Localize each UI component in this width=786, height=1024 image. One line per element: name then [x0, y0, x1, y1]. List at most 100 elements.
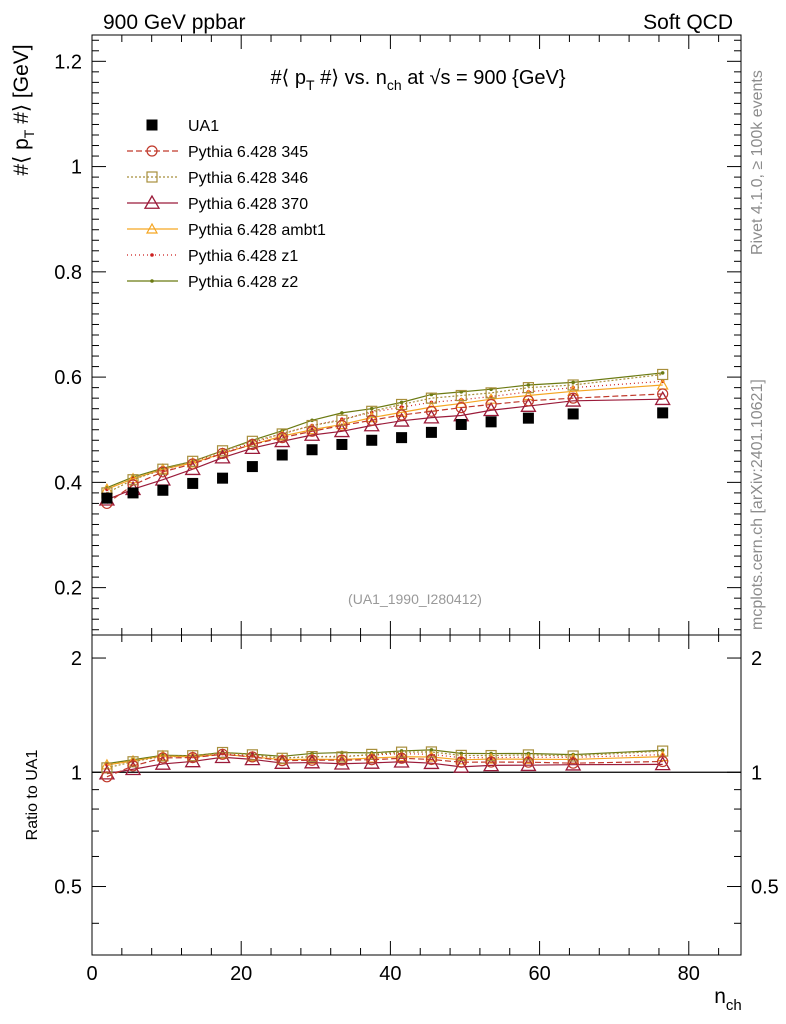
ratio-point-p345: [216, 748, 229, 760]
data-point-p345: [157, 466, 169, 478]
data-point-ambt1: [567, 385, 580, 396]
ratio-point-p345: [336, 754, 348, 766]
data-point-p346: [366, 405, 378, 417]
data-point-p345: [657, 388, 669, 400]
data-point-p345: [455, 402, 467, 414]
data-point-p370: [393, 412, 410, 427]
legend-entry-ambt1: Pythia 6.428 ambt1: [127, 222, 326, 239]
legend-label-p345: Pythia 6.428 345: [188, 144, 308, 161]
ratio-y-tick-label: 0.5: [54, 877, 82, 899]
ratio-point-p346: [522, 749, 534, 761]
data-point-ua1: [396, 432, 408, 444]
ratio-line-p370: [106, 756, 663, 775]
legend-marker-p345: [146, 145, 158, 157]
ratio-point-p346: [336, 751, 348, 763]
ratio-point-p345: [485, 756, 497, 768]
data-point-ua1: [127, 487, 139, 499]
data-point-p345: [485, 398, 497, 411]
legend-entry-z1: Pythia 6.428 z1: [127, 248, 298, 265]
x-tick-label: 0: [86, 963, 97, 985]
ratio-point-p370: [124, 760, 142, 776]
ratio-point-p345: [246, 751, 258, 763]
ratio-point-p370: [482, 757, 500, 772]
data-point-p346: [246, 435, 258, 447]
ratio-point-p346: [366, 748, 378, 760]
legend-marker-ua1: [146, 119, 158, 131]
data-point-p346: [216, 445, 229, 457]
legend-label-z1: Pythia 6.428 z1: [188, 248, 298, 265]
data-point-p346: [485, 387, 497, 399]
ratio-point-p346: [455, 749, 467, 761]
data-point-ua1: [101, 492, 113, 504]
ratio-point-p345: [306, 754, 318, 766]
ratio-point-ambt1: [127, 754, 140, 766]
series-z1: [105, 379, 665, 767]
ratio-point-p370: [654, 756, 671, 771]
series-ambt1: [100, 378, 669, 770]
ratio-point-ambt1: [365, 751, 378, 763]
y-axis-label: #⟨ pT #⟩ [GeV]: [10, 44, 37, 175]
ratio-point-p346: [395, 746, 408, 758]
data-point-ua1: [455, 418, 467, 430]
x-tick-label: 80: [678, 963, 700, 985]
data-point-ua1: [657, 407, 669, 419]
ratio-point-p370: [565, 756, 582, 771]
ratio-line-p345: [106, 753, 663, 778]
data-point-ambt1: [365, 411, 378, 423]
ratio-point-z2: [459, 751, 464, 756]
data-point-ua1: [217, 472, 229, 484]
legend-marker-p370: [143, 194, 161, 209]
data-point-p345: [276, 432, 288, 444]
x-tick-label: 20: [230, 963, 252, 985]
ratio-point-p345: [157, 752, 169, 764]
series-ua1: [101, 407, 669, 504]
legend-label-p346: Pythia 6.428 346: [188, 170, 308, 187]
data-point-p345: [187, 458, 199, 470]
ratio-point-p370: [154, 755, 171, 770]
legend-entry-p370: Pythia 6.428 370: [127, 194, 308, 213]
legend-entry-z2: Pythia 6.428 z2: [127, 274, 298, 291]
ratio-point-p345: [522, 756, 534, 768]
header-left-label: 900 GeV ppbar: [103, 11, 245, 34]
main-y-tick-label: 1.2: [54, 51, 82, 73]
x-tick-label: 60: [528, 963, 550, 985]
ratio-point-p346: [485, 749, 497, 762]
legend-entry-p346: Pythia 6.428 346: [127, 170, 308, 187]
legend-marker-z2: [150, 279, 154, 283]
rivet-label: Rivet 4.1.0, ≥ 100k events: [749, 70, 766, 255]
data-point-p345: [425, 405, 438, 417]
ratio-line-p346: [106, 750, 663, 769]
legend-marker-z1: [150, 253, 154, 257]
ratio-point-p370: [214, 748, 231, 764]
series-p345: [101, 388, 669, 783]
data-point-p345: [366, 414, 378, 426]
ratio-point-p346: [101, 762, 113, 774]
data-point-ua1: [567, 408, 579, 420]
data-point-p346: [425, 392, 438, 404]
data-point-p345: [567, 392, 579, 404]
ratio-point-p346: [425, 746, 438, 758]
legend-marker-ambt1: [145, 222, 159, 234]
ratio-point-ambt1: [522, 752, 535, 764]
legend-label-z2: Pythia 6.428 z2: [188, 274, 298, 291]
legend-label-ambt1: Pythia 6.428 ambt1: [188, 222, 326, 239]
data-point-ua1: [276, 449, 288, 461]
data-point-p345: [522, 395, 534, 407]
ratio-line-ambt1: [106, 753, 663, 766]
data-point-ua1: [366, 434, 378, 446]
ratio-point-p346: [127, 756, 139, 768]
data-point-ua1: [425, 426, 437, 438]
header-right-label: Soft QCD: [643, 11, 733, 34]
x-tick-label: 40: [379, 963, 401, 985]
ratio-y-axis-label: Ratio to UA1: [24, 750, 41, 841]
data-point-ua1: [336, 438, 348, 450]
ratio-point-p345: [187, 752, 199, 764]
data-point-p370: [565, 392, 582, 407]
data-point-p346: [522, 382, 534, 394]
ratio-point-ambt1: [156, 749, 169, 761]
data-point-ua1: [246, 461, 258, 473]
x-axis-label: nch: [714, 985, 742, 1014]
data-point-p370: [654, 390, 671, 406]
ratio-point-p370: [274, 754, 291, 769]
